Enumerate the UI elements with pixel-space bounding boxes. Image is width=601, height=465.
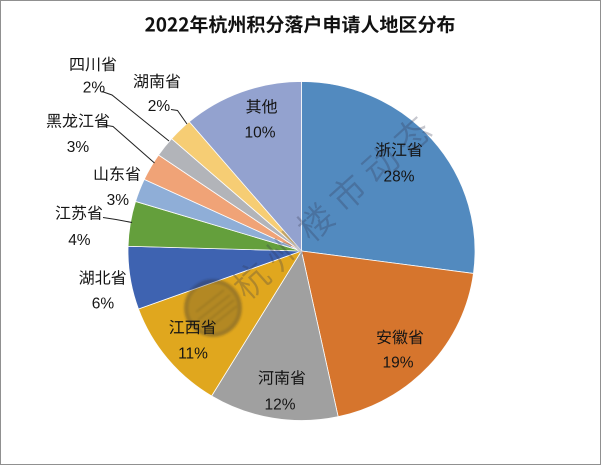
svg-text:12%: 12% — [264, 397, 295, 414]
svg-text:4%: 4% — [68, 232, 91, 249]
svg-text:2%: 2% — [83, 80, 106, 97]
svg-text:6%: 6% — [92, 295, 115, 312]
svg-text:3%: 3% — [67, 139, 90, 156]
svg-text:10%: 10% — [244, 124, 275, 141]
svg-text:3%: 3% — [107, 192, 130, 209]
svg-text:19%: 19% — [382, 355, 413, 372]
svg-text:11%: 11% — [178, 346, 208, 363]
svg-text:28%: 28% — [383, 169, 414, 186]
svg-text:2%: 2% — [148, 98, 171, 115]
